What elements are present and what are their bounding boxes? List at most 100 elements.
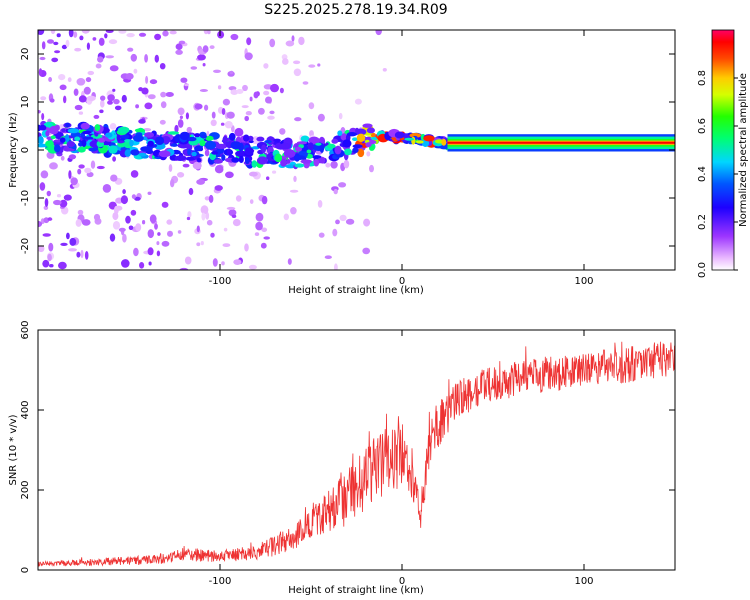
heatmap-cell [249,171,258,177]
heatmap-cell [230,33,239,41]
heatmap-cell [306,153,313,159]
heatmap-cell [345,218,355,225]
colorbar: 0.0 0.2 0.4 0.6 0.8 Normalized spectral ampl… [697,29,749,278]
heatmap-cell [140,146,151,152]
heatmap-cell [92,37,97,41]
heatmap-cell [246,37,252,46]
heatmap-cell [112,221,121,230]
heatmap-cell [255,221,263,231]
heatmap-cell [179,115,183,120]
heatmap-cell [215,143,228,149]
heatmap-cell [49,98,55,103]
heatmap-cell [73,88,79,96]
heatmap-cell [317,63,321,67]
heatmap-cell [44,198,49,207]
heatmap-cell [68,170,72,179]
heatmap-cell [265,96,272,104]
heatmap-cell [289,189,299,193]
heatmap-cell [409,133,422,138]
heatmap-cell [201,134,207,139]
heatmap-cell [170,143,178,147]
heatmap-cell [204,149,210,157]
heatmap-cell [98,37,105,46]
heatmap-cell [221,108,226,115]
heatmap-cell [214,165,224,174]
heatmap-y-tick-label: 0 [20,147,31,153]
heatmap-cell [356,133,366,142]
heatmap-cell [190,66,198,70]
heatmap-cell [82,130,92,135]
heatmap-cell [346,132,357,137]
heatmap-cell [254,232,260,237]
heatmap-cell [82,136,94,140]
heatmap-cell [211,151,219,155]
heatmap-cell [149,79,158,85]
heatmap-cell [114,105,122,111]
heatmap-cell [81,30,90,34]
snr-x-tick-label: 100 [574,576,593,587]
heatmap-cell [77,146,86,153]
heatmap-cell [65,39,70,48]
heatmap-cell [138,152,147,157]
heatmap-cell [214,159,223,164]
heatmap-cell [194,103,203,110]
heatmap-cell [130,209,137,216]
heatmap-cell [279,87,284,94]
heatmap-cell [293,175,297,182]
heatmap-cell [131,194,136,200]
heatmap-cell [290,207,297,215]
heatmap-cell [214,185,223,191]
heatmap-cell [93,213,101,221]
heatmap-cell [49,264,54,268]
heatmap-cell [192,161,202,170]
heatmap-cell [117,126,130,134]
colorbar-tick-label: 0.8 [697,70,708,86]
heatmap-cell [39,56,46,61]
heatmap-cell [50,135,56,140]
heatmap-cell [306,149,312,154]
heatmap-cell [210,232,215,238]
heatmap-cell [98,137,106,143]
heatmap-cell [334,263,338,270]
heatmap-cell [298,36,305,46]
heatmap-cell [248,264,257,270]
heatmap-cell [127,47,134,52]
heatmap-cell [118,227,126,232]
heatmap-cell [269,110,275,115]
heatmap-y-tick-label: 20 [20,48,31,61]
heatmap-cell [191,151,197,157]
heatmap-cell [285,40,295,47]
heatmap-cell [342,139,352,148]
heatmap-cell [112,212,119,221]
heatmap-cell [41,41,46,50]
snr-x-tick-label: -100 [209,576,232,587]
heatmap-cell [226,111,235,119]
heatmap-cell [134,196,141,201]
heatmap-cell [56,33,61,38]
chart-title: S225.2025.278.19.34.R09 [264,2,447,18]
heatmap-cell [187,148,192,156]
heatmap-cell [229,70,234,75]
heatmap-cell [362,123,373,128]
heatmap-cell [291,35,295,42]
heatmap-cell [130,53,137,62]
heatmap-cell [226,148,231,156]
heatmap-cell [264,140,272,144]
heatmap-cell [235,195,242,202]
heatmap-y-axis-label: Frequency (Hz) [8,112,19,188]
heatmap-cell [375,30,382,36]
heatmap-cell [130,149,140,156]
heatmap-cell [272,170,277,174]
heatmap-cell [229,132,236,141]
heatmap-cell [59,199,68,208]
heatmap-cell [47,217,53,221]
heatmap-cell [245,157,250,165]
colorbar-tick-label: 0.4 [697,166,708,182]
heatmap-cell [187,136,197,142]
heatmap-cell [100,95,106,101]
colorbar-gradient [711,29,735,271]
heatmap-cell [194,146,203,152]
heatmap-cell [94,124,101,132]
